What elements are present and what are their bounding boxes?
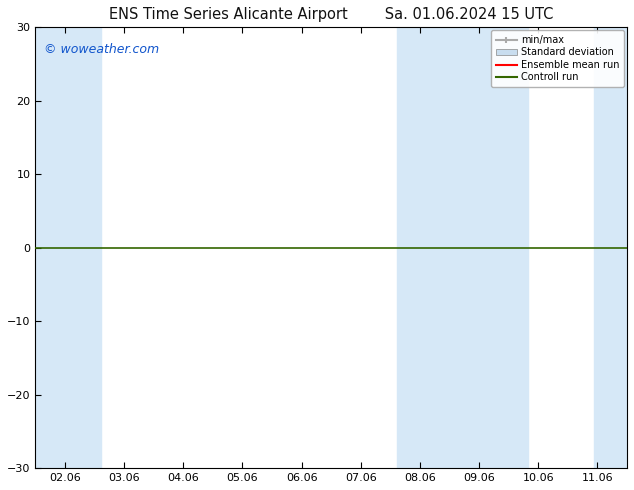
Legend: min/max, Standard deviation, Ensemble mean run, Controll run: min/max, Standard deviation, Ensemble me… [491,30,624,87]
Bar [397,27,463,468]
Text: © woweather.com: © woweather.com [44,43,159,56]
Title: ENS Time Series Alicante Airport        Sa. 01.06.2024 15 UTC: ENS Time Series Alicante Airport Sa. 01.… [109,7,553,22]
Bar [463,27,528,468]
Bar [594,27,627,468]
Bar [36,27,101,468]
